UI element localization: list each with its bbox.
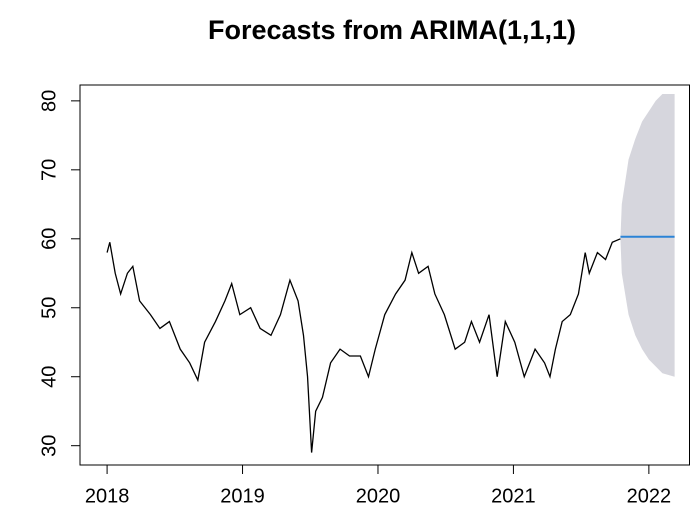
series-line [106,238,621,453]
y-tick-label: 70 [38,159,60,181]
x-tick-label: 2021 [491,485,536,507]
plot-frame [79,84,690,466]
x-tick-label: 2019 [220,485,265,507]
x-tick-label: 2022 [627,485,672,507]
x-tick-label: 2020 [356,485,401,507]
x-tick-label: 2018 [85,485,130,507]
y-tick-label: 60 [38,228,60,250]
y-tick-label: 30 [38,435,60,457]
y-tick-label: 50 [38,297,60,319]
forecast-interval [620,93,675,377]
y-tick-label: 80 [38,90,60,112]
y-tick-label: 40 [38,366,60,388]
chart-title: Forecasts from ARIMA(1,1,1) [208,15,576,45]
